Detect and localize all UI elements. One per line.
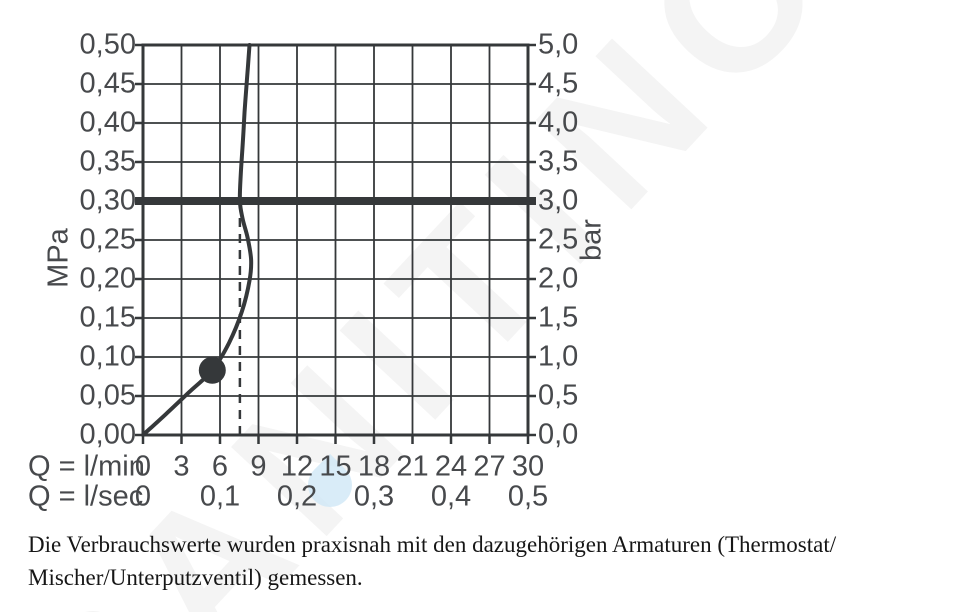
flow-curve <box>141 43 254 437</box>
x-primary-axis-label: Q = l/min <box>28 450 145 483</box>
y-right-axis-unit: bar <box>575 219 608 261</box>
plot-border <box>141 43 530 437</box>
operating-point-marker <box>198 356 226 384</box>
caption-line-2: Mischer/Unterputzventil) gemessen. <box>28 565 363 590</box>
caption: Die Verbrauchswerte wurden praxisnah mit… <box>28 528 933 594</box>
caption-line-1: Die Verbrauchswerte wurden praxisnah mit… <box>28 532 837 557</box>
y-left-axis-unit: MPa <box>42 228 75 288</box>
x-secondary-axis-label: Q = l/sec <box>28 480 144 513</box>
